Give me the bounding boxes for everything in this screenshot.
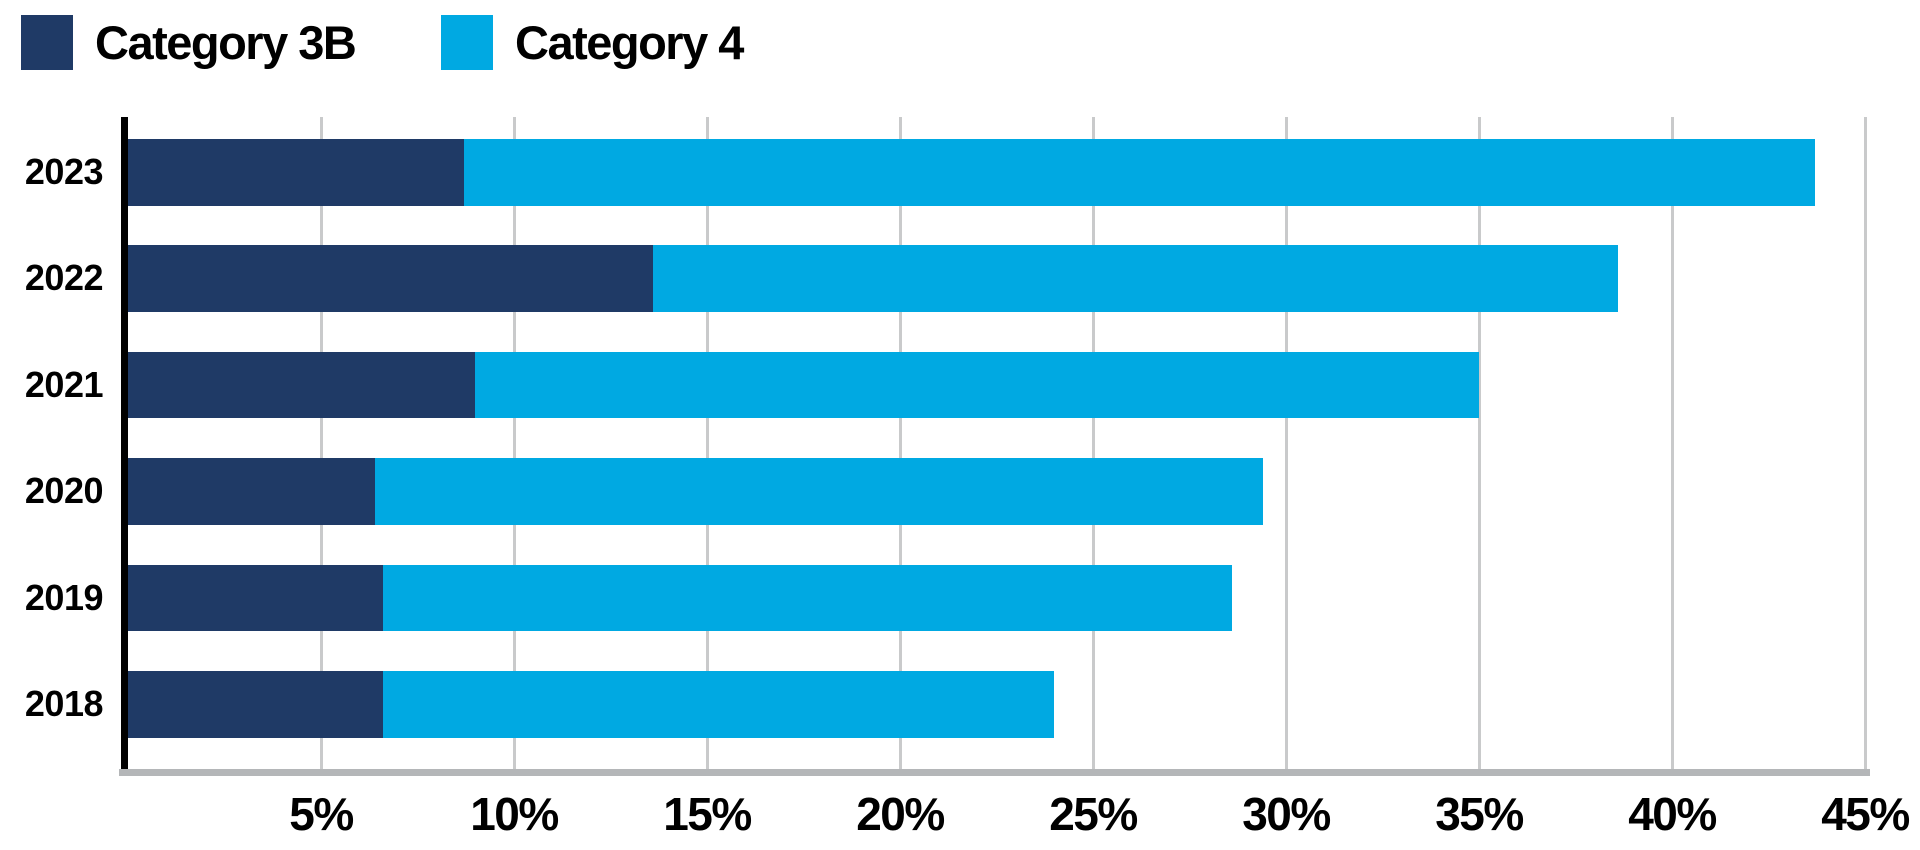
bar-segment-2018-category-4: [382, 671, 1055, 738]
bar-segment-2019-category-3b: [128, 564, 383, 632]
bar-segment-2020-category-4: [375, 458, 1263, 525]
gridline-15%: [705, 117, 709, 769]
bar-segment-2020-category-3b: [128, 458, 376, 525]
y-axis-label-2022: 2022: [24, 257, 104, 299]
x-tick-label-15%: 15%: [663, 788, 752, 840]
gridline-20%: [898, 117, 902, 769]
y-axis-label-2019: 2019: [24, 576, 104, 618]
gridline-5%: [319, 117, 323, 769]
legend-label-category-4: Category 4: [515, 15, 744, 69]
x-tick-label-25%: 25%: [1049, 788, 1138, 840]
bar-segment-2021-category-4: [475, 351, 1479, 419]
legend-swatch-category-4-icon: [441, 14, 493, 70]
bar-segment-2021-category-3b: [128, 351, 476, 419]
bar-segment-2019-category-4: [382, 564, 1232, 632]
x-tick-label-35%: 35%: [1435, 788, 1524, 840]
legend-swatch-category-3b-icon: [21, 14, 73, 70]
x-axis-baseline: [119, 769, 1870, 776]
x-tick-label-5%: 5%: [289, 788, 354, 840]
gridline-35%: [1477, 117, 1481, 769]
bar-segment-2023-category-3b: [128, 139, 464, 206]
x-tick-label-20%: 20%: [856, 788, 945, 840]
bar-segment-2022-category-4: [652, 245, 1618, 312]
y-axis-label-2020: 2020: [24, 470, 104, 512]
y-axis-line: [121, 117, 128, 769]
x-tick-label-45%: 45%: [1821, 788, 1910, 840]
x-tick-label-30%: 30%: [1242, 788, 1331, 840]
y-axis-label-2021: 2021: [24, 363, 104, 405]
gridline-30%: [1284, 117, 1288, 769]
bar-segment-2023-category-4: [463, 139, 1815, 206]
x-tick-label-40%: 40%: [1628, 788, 1717, 840]
legend-item-category-4: Category 4: [441, 13, 744, 71]
legend-label-category-3b: Category 3B: [95, 15, 357, 69]
y-axis-label-2018: 2018: [24, 683, 104, 724]
gridline-45%: [1863, 117, 1867, 769]
bar-segment-2022-category-3b: [128, 245, 653, 312]
x-tick-label-10%: 10%: [470, 788, 559, 840]
bar-segment-2018-category-3b: [128, 671, 383, 738]
legend-item-category-3b: Category 3B: [21, 13, 357, 71]
y-axis-label-2023: 2023: [24, 151, 104, 192]
gridline-25%: [1091, 117, 1095, 769]
gridline-40%: [1670, 117, 1674, 769]
gridline-10%: [512, 117, 516, 769]
